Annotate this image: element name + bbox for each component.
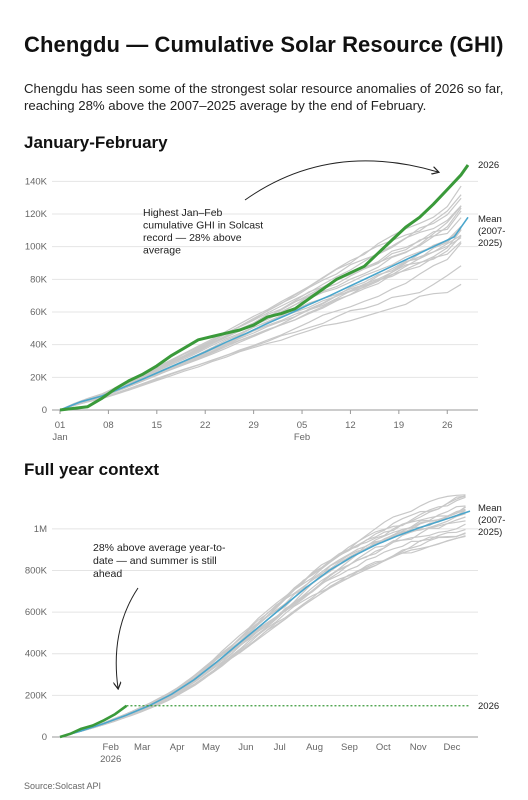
x-tick-label: Dec bbox=[444, 742, 461, 753]
annotation-arrow bbox=[244, 160, 438, 201]
annotation-arrow bbox=[116, 587, 139, 688]
mean-series-line bbox=[59, 216, 469, 411]
historical-year-line bbox=[59, 227, 462, 411]
x-tick-label: 05 bbox=[297, 420, 308, 431]
x-tick-label: Sep bbox=[341, 742, 358, 753]
page-title: Chengdu — Cumulative Solar Resource (GHI… bbox=[24, 32, 504, 57]
mean-series-line bbox=[59, 510, 471, 738]
mean-series-label: (2007- bbox=[478, 226, 505, 237]
annotation-text: ahead bbox=[93, 568, 122, 580]
y-tick-label: 100K bbox=[25, 242, 48, 253]
y-tick-label: 60K bbox=[30, 307, 48, 318]
x-tick-label: Jun bbox=[238, 742, 253, 753]
y-tick-label: 600K bbox=[25, 607, 48, 618]
x-tick-label: 01 bbox=[55, 420, 66, 431]
mean-series-label: Mean bbox=[478, 503, 502, 514]
annotation-text: 28% above average year-to- bbox=[93, 542, 226, 554]
annotation-text: cumulative GHI in Solcast bbox=[143, 220, 263, 232]
x-tick-label: 22 bbox=[200, 420, 211, 431]
x-tick-label: Jul bbox=[274, 742, 286, 753]
annotation-text: record — 28% above bbox=[143, 232, 242, 244]
y-tick-label: 0 bbox=[42, 732, 47, 743]
annotation-text: Highest Jan–Feb bbox=[143, 207, 223, 219]
source-note: Source:Solcast API bbox=[24, 781, 102, 791]
x-tick-label: May bbox=[202, 742, 220, 753]
y-tick-label: 40K bbox=[30, 340, 48, 351]
historical-year-line bbox=[59, 283, 462, 411]
x-tick-label: 12 bbox=[345, 420, 356, 431]
y-tick-label: 1M bbox=[34, 524, 47, 535]
y-tick-label: 400K bbox=[25, 649, 48, 660]
x-tick-label: 19 bbox=[394, 420, 405, 431]
historical-series-group bbox=[59, 494, 466, 738]
x-tick-label: Feb bbox=[102, 742, 118, 753]
historical-year-line bbox=[59, 505, 466, 738]
historical-year-line bbox=[59, 265, 462, 411]
mean-series-label: 2025) bbox=[478, 527, 502, 538]
x-tick-label: Aug bbox=[306, 742, 323, 753]
historical-year-line bbox=[59, 225, 462, 411]
chart2-title: Full year context bbox=[24, 460, 160, 479]
y-tick-label: 80K bbox=[30, 274, 48, 285]
series-2026-line bbox=[59, 704, 128, 739]
historical-year-line bbox=[59, 242, 462, 411]
x-tick-label: Apr bbox=[170, 742, 185, 753]
series-2026-label: 2026 bbox=[478, 160, 499, 171]
x-tick-sublabel: 2026 bbox=[100, 754, 121, 765]
x-tick-label: 15 bbox=[152, 420, 163, 431]
reference-line-label: 2026 bbox=[478, 701, 499, 712]
mean-series-label: (2007- bbox=[478, 515, 505, 526]
annotation-text: average bbox=[143, 245, 181, 257]
mean-series-label: Mean bbox=[478, 214, 502, 225]
chart1-title: January-February bbox=[24, 133, 168, 152]
x-tick-label: 26 bbox=[442, 420, 453, 431]
annotation-text: date — and summer is still bbox=[93, 555, 217, 567]
y-tick-label: 0 bbox=[42, 405, 47, 416]
mean-series-label: 2025) bbox=[478, 238, 502, 249]
y-tick-label: 120K bbox=[25, 209, 48, 220]
y-tick-label: 20K bbox=[30, 372, 48, 383]
y-tick-label: 200K bbox=[25, 690, 48, 701]
x-tick-label: Mar bbox=[134, 742, 150, 753]
x-tick-sublabel: Feb bbox=[294, 432, 310, 443]
page-subtitle: Chengdu has seen some of the strongest s… bbox=[24, 81, 504, 113]
y-tick-label: 140K bbox=[25, 176, 48, 187]
x-tick-label: 29 bbox=[248, 420, 259, 431]
x-tick-label: Oct bbox=[376, 742, 391, 753]
x-tick-label: 08 bbox=[103, 420, 114, 431]
historical-year-line bbox=[59, 532, 466, 738]
x-tick-label: Nov bbox=[410, 742, 427, 753]
series-2026-line bbox=[59, 164, 470, 412]
y-tick-label: 800K bbox=[25, 565, 48, 576]
x-tick-sublabel: Jan bbox=[52, 432, 67, 443]
